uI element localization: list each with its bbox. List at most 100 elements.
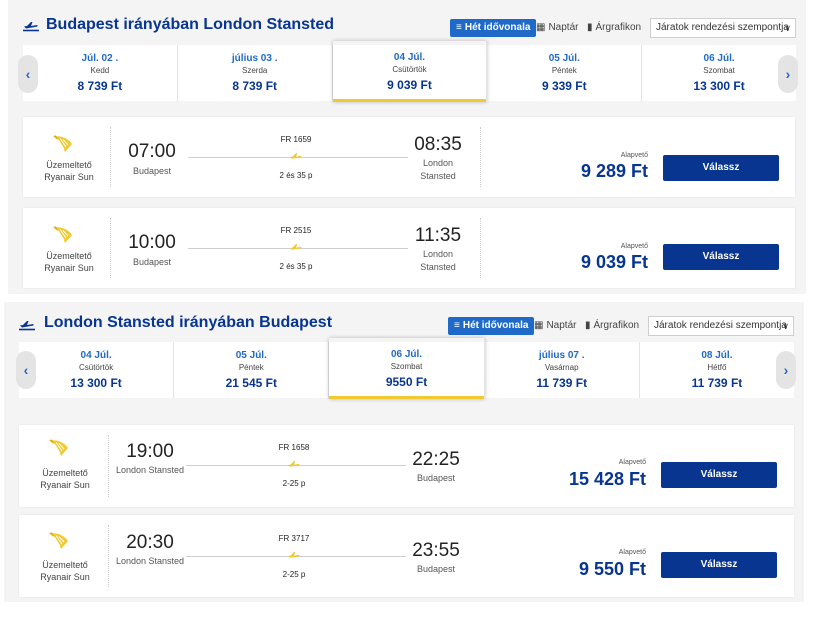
operator-name: Ryanair Sun bbox=[40, 480, 90, 490]
ryanair-logo-icon bbox=[48, 438, 70, 458]
arrival-city: London Stansted bbox=[420, 249, 456, 272]
plane-icon bbox=[287, 459, 301, 469]
operator-name: Ryanair Sun bbox=[44, 263, 94, 273]
flight-number: FR 1658 bbox=[278, 443, 310, 452]
calendar-icon: ▦ bbox=[536, 22, 546, 33]
operator-name: Ryanair Sun bbox=[44, 172, 94, 182]
date-strip: 04 Júl. Csütörtök 13 300 Ft 05 Júl. Pént… bbox=[19, 338, 794, 399]
chevron-left-icon: ‹ bbox=[23, 362, 29, 378]
departure-time: 19:00 bbox=[126, 441, 174, 462]
fare-type-label: Alapvető bbox=[618, 459, 646, 466]
return-header: London Stansted irányában Budapest ≡ Hét … bbox=[4, 302, 804, 348]
flight-number: FR 2515 bbox=[280, 226, 312, 235]
departure-time: 07:00 bbox=[128, 141, 176, 162]
fare-type-label: Alapvető bbox=[618, 549, 646, 556]
flight-price: 9 289 Ft bbox=[580, 161, 648, 181]
divider bbox=[480, 218, 481, 278]
list-icon: ≡ bbox=[456, 22, 462, 33]
arrival-time: 22:25 bbox=[412, 449, 460, 470]
flight-price: 15 428 Ft bbox=[568, 469, 646, 489]
departure-city: London Stansted bbox=[115, 465, 185, 475]
flight-duration: 2 és 35 p bbox=[279, 171, 313, 180]
ryanair-logo-icon bbox=[48, 531, 70, 551]
calendar-view-button[interactable]: ▦ Naptár bbox=[534, 317, 576, 335]
chevron-right-icon: › bbox=[783, 362, 789, 378]
chart-view-button[interactable]: ▮ Árgrafikon bbox=[587, 19, 641, 37]
date-tab[interactable]: 05 Júl. Péntek 21 545 Ft bbox=[174, 342, 330, 398]
flight-duration: 2 és 35 p bbox=[279, 262, 313, 271]
flight-card: Üzemeltető Ryanair Sun 10:00 Budapest FR… bbox=[23, 208, 795, 288]
flight-number: FR 3717 bbox=[278, 534, 310, 543]
outbound-panel: Budapest irányában London Stansted ≡ Hét … bbox=[8, 0, 806, 294]
operator-label: Üzemeltető bbox=[42, 468, 88, 478]
arrival-time: 08:35 bbox=[414, 134, 462, 155]
operator-name: Ryanair Sun bbox=[40, 572, 90, 582]
plane-icon bbox=[289, 242, 303, 252]
divider bbox=[108, 435, 109, 497]
next-dates-button[interactable]: › bbox=[776, 351, 796, 389]
flight-card: Üzemeltető Ryanair Sun 19:00 London Stan… bbox=[19, 425, 794, 507]
ryanair-logo-icon bbox=[52, 225, 74, 245]
return-panel: London Stansted irányában Budapest ≡ Hét … bbox=[4, 302, 804, 602]
arrival-city: Budapest bbox=[416, 564, 456, 574]
chevron-right-icon: › bbox=[785, 66, 791, 82]
arrival-time: 23:55 bbox=[412, 540, 460, 561]
date-tab[interactable]: Júl. 02 . Kedd 8 739 Ft bbox=[23, 45, 178, 101]
sort-select[interactable]: Járatok rendezési szempontja ∨ bbox=[648, 316, 794, 336]
fare-type-label: Alapvető bbox=[620, 152, 648, 159]
page-title: London Stansted irányában Budapest bbox=[44, 314, 333, 331]
flight-price: 9 039 Ft bbox=[580, 252, 648, 272]
date-tab[interactable]: július 07 . Vasárnap 11 739 Ft bbox=[485, 342, 640, 398]
plane-icon bbox=[18, 317, 36, 331]
divider bbox=[110, 218, 111, 278]
operator-label: Üzemeltető bbox=[46, 160, 92, 170]
divider bbox=[108, 525, 109, 587]
select-flight-button[interactable]: Válassz bbox=[661, 552, 777, 578]
fare-type-label: Alapvető bbox=[620, 243, 648, 250]
divider bbox=[110, 127, 111, 187]
calendar-view-button[interactable]: ▦ Naptár bbox=[536, 19, 578, 37]
select-flight-button[interactable]: Válassz bbox=[663, 155, 779, 181]
prev-dates-button[interactable]: ‹ bbox=[18, 55, 38, 93]
date-strip: Júl. 02 . Kedd 8 739 Ft július 03 . Szer… bbox=[23, 41, 796, 102]
flight-card: Üzemeltető Ryanair Sun 20:30 London Stan… bbox=[19, 515, 794, 597]
next-dates-button[interactable]: › bbox=[778, 55, 798, 93]
prev-dates-button[interactable]: ‹ bbox=[16, 351, 36, 389]
departure-time: 10:00 bbox=[128, 232, 176, 253]
departure-city: Budapest bbox=[132, 257, 172, 267]
flight-duration: 2-25 p bbox=[282, 570, 306, 579]
outbound-header: Budapest irányában London Stansted ≡ Hét … bbox=[8, 0, 806, 46]
list-icon: ≡ bbox=[454, 320, 460, 331]
bar-chart-icon: ▮ bbox=[585, 320, 591, 331]
departure-city: London Stansted bbox=[115, 556, 185, 566]
flight-card: Üzemeltető Ryanair Sun 07:00 Budapest FR… bbox=[23, 117, 795, 197]
departure-city: Budapest bbox=[132, 166, 172, 176]
chevron-down-icon: ∨ bbox=[782, 321, 789, 331]
ryanair-logo-icon bbox=[52, 134, 74, 154]
operator-label: Üzemeltető bbox=[42, 560, 88, 570]
sort-select[interactable]: Járatok rendezési szempontja ∨ bbox=[650, 18, 796, 38]
departure-time: 20:30 bbox=[126, 532, 174, 553]
date-tab[interactable]: július 03 . Szerda 8 739 Ft bbox=[178, 45, 333, 101]
date-tab-selected[interactable]: 06 Júl. Szombat 9550 Ft bbox=[329, 338, 485, 399]
select-flight-button[interactable]: Válassz bbox=[663, 244, 779, 270]
select-flight-button[interactable]: Válassz bbox=[661, 462, 777, 488]
flight-price: 9 550 Ft bbox=[578, 559, 646, 579]
date-tab[interactable]: 05 Júl. Péntek 9 339 Ft bbox=[487, 45, 643, 101]
plane-icon bbox=[287, 550, 301, 560]
bar-chart-icon: ▮ bbox=[587, 22, 593, 33]
operator-label: Üzemeltető bbox=[46, 251, 92, 261]
date-tab-selected[interactable]: 04 Júl. Csütörtök 9 039 Ft bbox=[332, 41, 488, 102]
date-tab[interactable]: 08 Júl. Hétfő 11 739 Ft bbox=[691, 350, 743, 390]
plane-icon bbox=[289, 151, 303, 161]
chevron-left-icon: ‹ bbox=[25, 66, 31, 82]
week-view-button[interactable]: ≡ Hét idővonala bbox=[448, 317, 535, 335]
page-title: Budapest irányában London Stansted bbox=[46, 16, 335, 33]
date-tab[interactable]: 04 Júl. Csütörtök 13 300 Ft bbox=[19, 342, 175, 398]
calendar-icon: ▦ bbox=[534, 320, 544, 331]
chart-view-button[interactable]: ▮ Árgrafikon bbox=[585, 317, 639, 335]
week-view-button[interactable]: ≡ Hét idővonala bbox=[450, 19, 537, 37]
date-tab[interactable]: 06 Júl. Szombat 13 300 Ft bbox=[693, 53, 745, 93]
arrival-city: Budapest bbox=[416, 473, 456, 483]
arrival-city: London Stansted bbox=[420, 158, 456, 181]
